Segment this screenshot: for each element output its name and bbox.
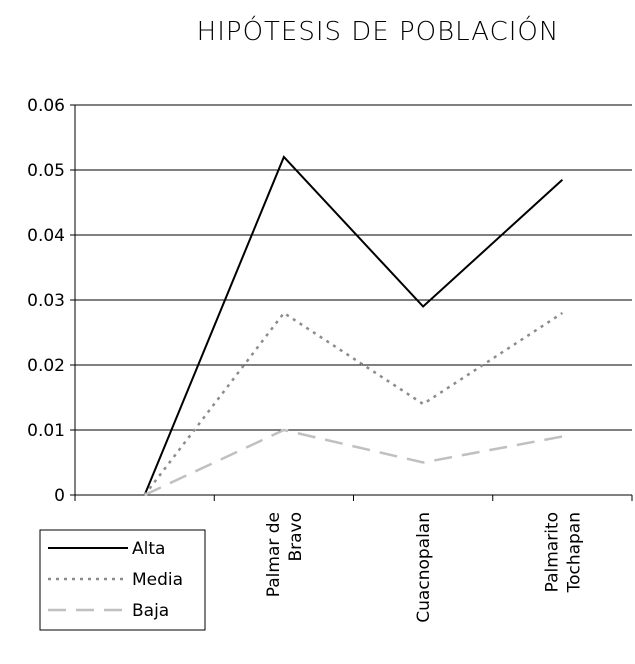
- x-tick-labels: Palmar de Bravo Cuacnopalan Palmarito Tochap…: [264, 512, 585, 623]
- series-line-media: [143, 311, 564, 496]
- legend: Alta Media Baja: [39, 529, 206, 631]
- y-tick-label: 0.02: [27, 356, 65, 376]
- x-tick-label: Cuacnopalan: [414, 512, 434, 623]
- legend-label: Media: [132, 570, 183, 590]
- y-tick-label: 0.05: [27, 161, 65, 181]
- legend-label: Alta: [132, 539, 165, 559]
- y-tick-labels: 0 0.01 0.02 0.03 0.04 0.05 0.06: [27, 96, 65, 506]
- y-tick-label: 0.04: [27, 226, 65, 246]
- x-tick-label: Palmarito: [542, 512, 562, 592]
- series-line-baja: [144, 428, 563, 497]
- x-tick-label: Bravo: [286, 512, 306, 562]
- x-tick-label: Tochapan: [564, 512, 584, 593]
- legend-label: Baja: [132, 601, 169, 621]
- y-tick-label: 0.06: [27, 96, 65, 116]
- series-lines: [143, 155, 564, 497]
- gridlines: [75, 104, 632, 431]
- x-tick-label: Palmar de: [264, 512, 284, 597]
- y-tick-label: 0: [54, 486, 65, 506]
- legend-box: [39, 529, 206, 631]
- series-line-alta: [143, 155, 564, 496]
- chart-title: HIPÓTESIS DE POBLACIÓN: [197, 15, 560, 47]
- y-tick-label: 0.03: [27, 291, 65, 311]
- y-tick-label: 0.01: [27, 421, 65, 441]
- axes: [70, 104, 633, 501]
